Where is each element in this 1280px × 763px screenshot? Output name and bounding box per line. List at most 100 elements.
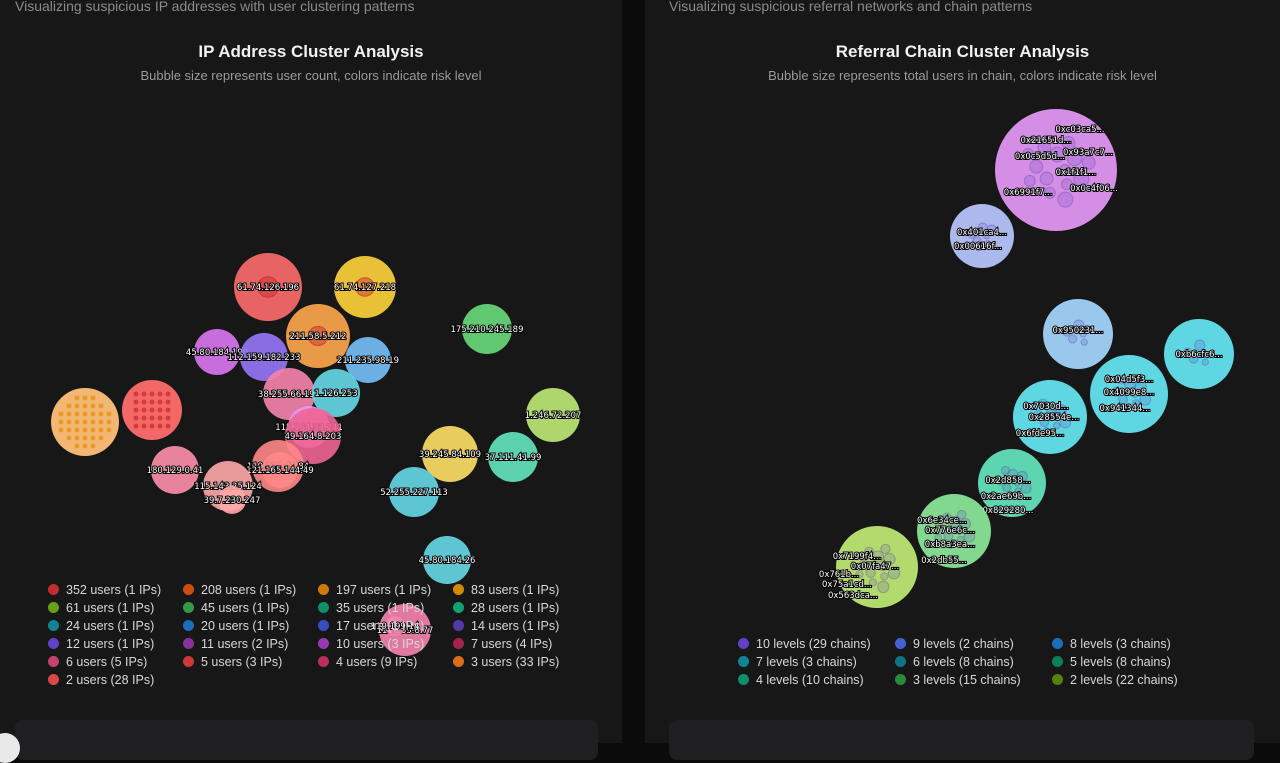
legend-item[interactable]: 83 users (1 IPs) (453, 582, 588, 597)
referral-bubble[interactable]: 0xc03ca5...0x21651d... 0x93a7c7...0x0c5d5… (995, 109, 1119, 231)
legend-label: 4 users (9 IPs) (336, 654, 418, 669)
ip-bubble[interactable]: 39.245.84.109 (418, 426, 482, 482)
legend-swatch (1052, 638, 1063, 649)
ip-bubble-label: 211.58.5.212 (290, 332, 347, 342)
ip-bubble[interactable]: 45.80.184.26 (418, 536, 476, 584)
referral-bubble[interactable]: 0x04d5f3... 0x4099e8... 0x941344... (1090, 355, 1168, 433)
legend-item[interactable]: 5 users (3 IPs) (183, 654, 318, 669)
ip-bubble-label: 49.164.8.203 (285, 432, 342, 442)
legend-swatch (48, 620, 59, 631)
legend-item[interactable]: 2 levels (22 chains) (1052, 672, 1209, 687)
legend-label: 61 users (1 IPs) (66, 600, 155, 615)
ip-bubble[interactable]: 45.80.184.190 (185, 329, 249, 375)
ip-cluster-panel: Visualizing suspicious IP addresses with… (0, 0, 622, 760)
ip-cluster-bubble-dotted[interactable] (51, 388, 119, 456)
legend-item[interactable]: 14 users (1 IPs) (453, 618, 588, 633)
legend-item[interactable]: 10 users (3 IPs) (318, 636, 453, 651)
legend-swatch (183, 584, 194, 595)
referral-bubble[interactable]: 0x2d858... 0x2ae69b... 0x829280... (978, 449, 1046, 517)
referral-bubble[interactable]: 0xb6cfc6... (1164, 319, 1234, 389)
referral-bubble-label: 0x2db55... (921, 556, 967, 566)
legend-swatch (318, 656, 329, 667)
legend-label: 3 users (33 IPs) (471, 654, 560, 669)
referral-bubble-label: 0x07fa47... (851, 562, 899, 572)
legend-item[interactable]: 6 users (5 IPs) (48, 654, 183, 669)
legend-swatch (183, 620, 194, 631)
ip-bubble[interactable]: 119.199.14 (370, 616, 420, 636)
referral-bubble-label: 0x761b... (819, 570, 859, 580)
legend-swatch (895, 656, 906, 667)
ip-bubble[interactable]: 61.74.127.218 (333, 256, 397, 318)
ip-bubble-label: 45.80.184.26 (419, 556, 476, 566)
legend-item[interactable]: 4 levels (10 chains) (738, 672, 895, 687)
legend-swatch (183, 602, 194, 613)
referral-bubble-chart[interactable]: 0xc03ca5...0x21651d... 0x93a7c7...0x0c5d5… (645, 0, 1280, 743)
legend-swatch (453, 656, 464, 667)
legend-item[interactable]: 61 users (1 IPs) (48, 600, 183, 615)
legend-label: 197 users (1 IPs) (336, 582, 432, 597)
referral-bubble[interactable]: 0x6e34ce...0x776e6c... 0xb8a3ea... 0x2db55… (916, 494, 991, 568)
legend-item[interactable]: 9 levels (2 chains) (895, 636, 1052, 651)
legend-label: 24 users (1 IPs) (66, 618, 155, 633)
referral-bubble-label: 0x6991f7... (1004, 188, 1053, 198)
legend-swatch (318, 638, 329, 649)
ip-bubble[interactable]: 1.126.253 (312, 369, 360, 417)
ip-bubble-label: 1.246.72.207 (525, 411, 582, 421)
legend-item[interactable]: 28 users (1 IPs) (453, 600, 588, 615)
ip-bubble[interactable]: 61.74.126.196 (234, 253, 302, 321)
ip-bubble[interactable]: 39.7.230.247 (203, 486, 261, 514)
legend-label: 5 users (3 IPs) (201, 654, 283, 669)
legend-swatch (318, 620, 329, 631)
ip-bubble-chart[interactable]: 61.74.126.196 61.74.127.218 211.58.5.212 45… (0, 0, 622, 743)
legend-item[interactable]: 6 levels (8 chains) (895, 654, 1052, 669)
legend-label: 17 users (1 IPs) (336, 618, 425, 633)
legend-item[interactable]: 12 users (1 IPs) (48, 636, 183, 651)
legend-item[interactable]: 208 users (1 IPs) (183, 582, 318, 597)
ip-bubble[interactable]: 1.246.72.207 (524, 388, 582, 442)
legend-item[interactable]: 24 users (1 IPs) (48, 618, 183, 633)
legend-item[interactable]: 3 levels (15 chains) (895, 672, 1052, 687)
legend-label: 7 levels (3 chains) (756, 654, 857, 669)
referral-bubble[interactable]: 0x950231... (1043, 299, 1113, 369)
legend-item[interactable]: 197 users (1 IPs) (318, 582, 453, 597)
ip-chart-title: IP Address Cluster Analysis (198, 42, 424, 61)
ip-bubble[interactable]: 211.235.98.19 (336, 337, 400, 383)
legend-item[interactable]: 45 users (1 IPs) (183, 600, 318, 615)
referral-bubble-label: 0x6e34ce... (917, 516, 967, 526)
ip-bubble-label: 1.126.253 (314, 389, 357, 399)
ip-bubble[interactable]: 49.164.8.203 (284, 408, 342, 464)
legend-label: 20 users (1 IPs) (201, 618, 290, 633)
ip-bubble[interactable]: 112.159.182.233 (226, 333, 302, 381)
ip-bubble[interactable]: 38.255.66.194 (257, 368, 321, 420)
ip-bubble[interactable]: 121.165.144.49 (245, 452, 315, 488)
legend-item[interactable]: 2 users (28 IPs) (48, 672, 183, 687)
ip-bubble[interactable]: 37.111.41.99 (484, 432, 542, 482)
ip-bubble-label: 175.210.245.189 (450, 325, 523, 335)
legend-item[interactable]: 5 levels (8 chains) (1052, 654, 1209, 669)
ip-bubble[interactable]: 52.255.227.113 (379, 467, 449, 517)
legend-item[interactable]: 10 levels (29 chains) (738, 636, 895, 651)
referral-bubble[interactable]: 0x401ca4... 0x00616f... (950, 204, 1014, 268)
ip-bubble[interactable]: 211.58.5.212 (286, 304, 350, 368)
referral-bubble[interactable]: 0x7199f4...0x07fa47...0x761b...0x75a1cd.… (818, 526, 918, 608)
legend-item[interactable]: 3 users (33 IPs) (453, 654, 588, 669)
ip-cluster-bubble-dotted[interactable] (122, 380, 182, 440)
legend-item[interactable]: 7 users (4 IPs) (453, 636, 588, 651)
legend-item[interactable]: 17 users (1 IPs) (318, 618, 453, 633)
legend-item[interactable]: 4 users (9 IPs) (318, 654, 453, 669)
legend-item[interactable]: 7 levels (3 chains) (738, 654, 895, 669)
legend-item[interactable]: 352 users (1 IPs) (48, 582, 183, 597)
legend-label: 2 users (28 IPs) (66, 672, 155, 687)
legend-item[interactable]: 35 users (1 IPs) (318, 600, 453, 615)
referral-bubble[interactable]: 0x7030d...0x28554e... 0x6fde95... (1013, 380, 1087, 454)
legend-item[interactable]: 20 users (1 IPs) (183, 618, 318, 633)
referral-bubble-label: 0xb8a3ea... (925, 540, 975, 550)
legend-item[interactable]: 8 levels (3 chains) (1052, 636, 1209, 651)
referral-bubble-label: 0x0c4f06... (1070, 184, 1118, 194)
legend-item[interactable]: 11 users (2 IPs) (183, 636, 318, 651)
ip-bubble-label: 121.165.144.49 (246, 466, 314, 476)
ip-bubble[interactable]: 180.129.0.41 (146, 446, 204, 494)
referral-chart-subtitle: Bubble size represents total users in ch… (768, 68, 1157, 83)
legend-label: 5 levels (8 chains) (1070, 654, 1171, 669)
ip-bubble[interactable]: 175.210.245.189 (449, 304, 525, 354)
